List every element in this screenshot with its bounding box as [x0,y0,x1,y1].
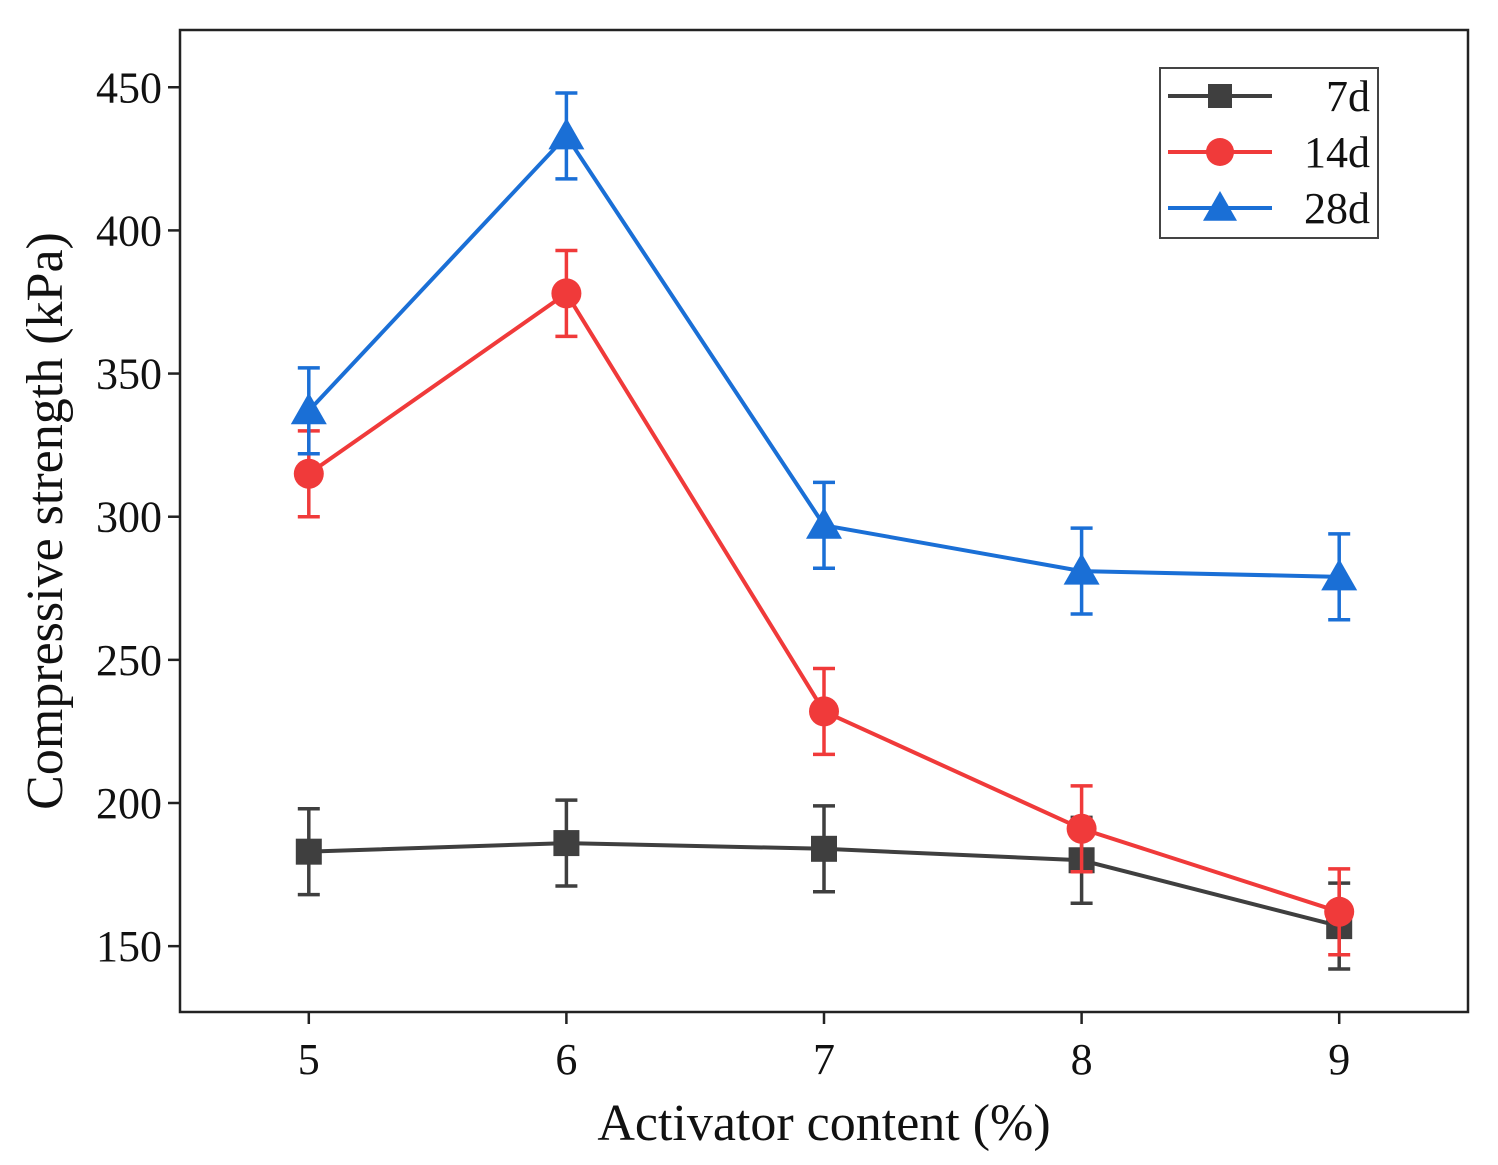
y-tick-label: 250 [96,636,162,685]
data-point-14d [551,278,582,309]
x-tick-label: 6 [555,1035,577,1084]
y-tick-label: 300 [96,493,162,542]
series-layer [290,91,1358,971]
x-tick-label: 8 [1071,1035,1093,1084]
data-point-7d [553,830,580,857]
data-point-7d [811,835,837,862]
x-tick-label: 9 [1328,1035,1350,1084]
y-axis-title: Compressive strength (kPa) [17,232,74,810]
legend-marker-28d [1203,191,1237,221]
data-point-7d [295,838,322,865]
data-point-14d [809,696,839,727]
data-point-14d [1066,813,1097,844]
data-point-14d [293,458,324,489]
legend-label-28d: 28d [1304,184,1370,233]
series-14d [293,248,1355,957]
data-point-28d [1063,553,1100,585]
series-7d [295,798,1353,971]
y-tick-label: 350 [96,350,162,399]
data-point-28d [1321,558,1358,591]
data-point-14d [1324,896,1355,927]
y-tick-label: 200 [96,779,162,828]
axes-layer: 5 6 7 8 9 150 200 250 300 350 400 450 [96,63,1350,1084]
x-tick-label: 5 [298,1035,320,1084]
x-tick-label: 7 [813,1035,835,1084]
legend-label-7d: 7d [1326,72,1370,121]
x-axis-title: Activator content (%) [597,1095,1050,1152]
legend-marker-14d [1206,138,1234,166]
series-28d [290,91,1358,622]
y-tick-label: 450 [96,63,162,112]
data-point-28d [548,117,585,150]
data-point-28d [290,392,327,425]
legend: 7d 14d 28d [1159,67,1379,239]
legend-marker-7d [1208,84,1232,108]
legend-label-14d: 14d [1304,128,1370,177]
y-tick-label: 400 [96,206,162,255]
data-point-28d [806,507,842,539]
y-tick-label: 150 [96,922,162,971]
